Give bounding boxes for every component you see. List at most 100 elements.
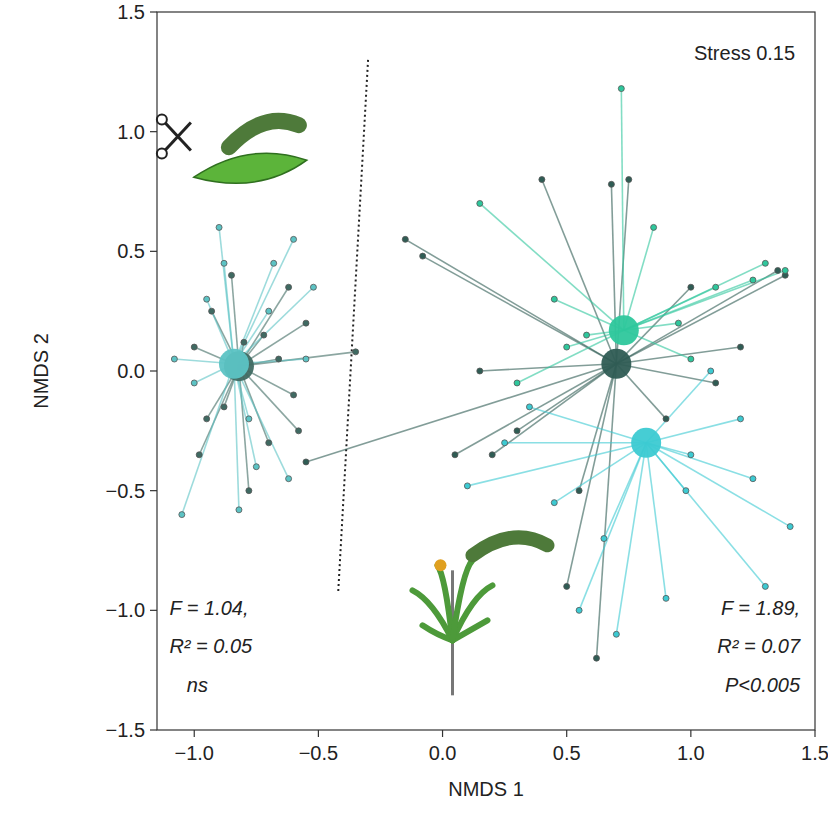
spider-line [616, 364, 715, 383]
spider-line [234, 239, 294, 363]
chart: −1.0−0.50.00.51.01.5−1.5−1.0−0.50.00.51.… [0, 0, 828, 825]
spider-line [616, 275, 785, 364]
centroid [609, 315, 639, 345]
point [420, 253, 426, 259]
point [750, 476, 756, 482]
annotation: R² = 0.05 [169, 635, 253, 657]
point [221, 404, 227, 410]
spider-line [480, 203, 624, 330]
point [675, 320, 681, 326]
point [253, 464, 259, 470]
point [204, 296, 210, 302]
y-tick-label: −1.0 [106, 599, 145, 621]
spider-line [624, 227, 654, 330]
scissors [165, 122, 191, 150]
point [241, 339, 247, 345]
point [276, 356, 282, 362]
point [651, 224, 657, 230]
spider-line [182, 364, 234, 515]
point [584, 332, 590, 338]
point [688, 452, 694, 458]
y-tick-label: 0.0 [117, 360, 145, 382]
point [464, 483, 470, 489]
point [291, 236, 297, 242]
point [266, 308, 272, 314]
spider-line [505, 442, 647, 444]
point [191, 344, 197, 350]
x-tick-label: 0.0 [429, 742, 457, 764]
annotation: R² = 0.07 [717, 635, 801, 657]
spider-line [624, 287, 716, 330]
spider-line [234, 364, 239, 510]
spider-line [234, 364, 289, 479]
x-tick-label: 1.0 [677, 742, 705, 764]
point [514, 428, 520, 434]
x-tick [566, 730, 567, 737]
spider-line [579, 443, 646, 611]
icons [157, 114, 548, 695]
spider-line [616, 443, 646, 634]
point [775, 267, 781, 273]
y-axis-title: NMDS 2 [30, 333, 52, 409]
annotation-bg [692, 41, 797, 65]
point [266, 440, 272, 446]
spider-line [306, 364, 616, 462]
y-tick [150, 11, 157, 12]
point [221, 260, 227, 266]
point [353, 349, 359, 355]
point [601, 536, 607, 542]
spider-line [646, 443, 753, 479]
point [576, 607, 582, 613]
point [713, 380, 719, 386]
point [502, 440, 508, 446]
y-tick [150, 490, 157, 491]
point [303, 459, 309, 465]
point [452, 452, 458, 458]
point [663, 416, 669, 422]
point [782, 267, 788, 273]
point [228, 272, 234, 278]
spider-line [234, 263, 274, 364]
y-tick [150, 610, 157, 611]
spider-line [405, 239, 616, 363]
point [539, 177, 545, 183]
y-tick-label: 1.5 [117, 1, 145, 23]
plot-frame [157, 12, 815, 730]
spider-line [529, 407, 646, 443]
x-tick [318, 730, 319, 737]
point [593, 655, 599, 661]
spider-line [646, 443, 790, 527]
point [191, 380, 197, 386]
x-tick-label: 1.5 [801, 742, 828, 764]
annotation: Stress 0.15 [694, 42, 795, 64]
point [477, 200, 483, 206]
point [626, 177, 632, 183]
spider-line [616, 347, 740, 364]
point [489, 452, 495, 458]
point [303, 320, 309, 326]
spider-line [492, 364, 616, 455]
point [762, 260, 768, 266]
point [564, 344, 570, 350]
spider-line [467, 443, 646, 486]
point [613, 631, 619, 637]
y-tick [150, 251, 157, 252]
annotation-bg [723, 673, 803, 697]
spider-line [219, 227, 234, 363]
spider-line [624, 270, 785, 330]
point [204, 416, 210, 422]
y-tick [150, 729, 157, 730]
point [286, 284, 292, 290]
point [261, 332, 267, 338]
y-tick-label: −0.5 [106, 480, 145, 502]
x-tick-label: 0.5 [553, 742, 581, 764]
centroid [601, 349, 631, 379]
point [526, 404, 532, 410]
point [179, 512, 185, 518]
spider-line [624, 263, 766, 330]
x-axis-title: NMDS 1 [448, 778, 524, 800]
annotation: P<0.005 [725, 674, 801, 696]
x-tick [442, 730, 443, 737]
point [514, 380, 520, 386]
point [576, 488, 582, 494]
